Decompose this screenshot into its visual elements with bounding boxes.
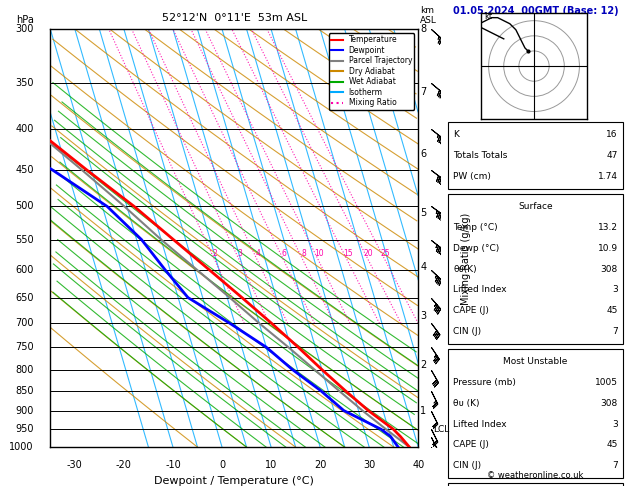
Text: 850: 850	[15, 386, 34, 396]
Text: 6: 6	[282, 249, 286, 258]
Text: LCL: LCL	[433, 425, 449, 434]
Text: 400: 400	[15, 124, 34, 134]
Text: 1: 1	[420, 405, 426, 416]
Text: 350: 350	[15, 78, 34, 87]
Text: 450: 450	[15, 165, 34, 175]
Text: 1000: 1000	[9, 442, 34, 452]
Text: 25: 25	[381, 249, 391, 258]
Text: 8: 8	[420, 24, 426, 34]
Text: θᴜ(K): θᴜ(K)	[454, 264, 477, 274]
Text: CIN (J): CIN (J)	[454, 461, 482, 470]
Text: Lifted Index: Lifted Index	[454, 419, 507, 429]
Text: 700: 700	[15, 318, 34, 329]
Text: 4: 4	[255, 249, 260, 258]
Text: 550: 550	[15, 235, 34, 244]
Text: 750: 750	[15, 342, 34, 352]
Text: Dewp (°C): Dewp (°C)	[454, 243, 499, 253]
Text: 47: 47	[606, 151, 618, 160]
Text: -10: -10	[165, 460, 181, 469]
Text: 13.2: 13.2	[598, 223, 618, 232]
Text: Temp (°C): Temp (°C)	[454, 223, 498, 232]
Text: Lifted Index: Lifted Index	[454, 285, 507, 295]
Text: 8: 8	[301, 249, 306, 258]
Text: 45: 45	[606, 306, 618, 315]
Text: 15: 15	[343, 249, 352, 258]
Text: Pressure (mb): Pressure (mb)	[454, 378, 516, 387]
Text: 6: 6	[420, 149, 426, 159]
Text: 2: 2	[213, 249, 218, 258]
Text: 3: 3	[420, 311, 426, 321]
Text: 3: 3	[237, 249, 242, 258]
Text: 3: 3	[612, 419, 618, 429]
Text: CIN (J): CIN (J)	[454, 327, 482, 336]
Bar	[448, 194, 623, 344]
Text: 7: 7	[612, 327, 618, 336]
Text: 4: 4	[420, 262, 426, 272]
Bar	[448, 122, 623, 189]
Text: 01.05.2024  00GMT (Base: 12): 01.05.2024 00GMT (Base: 12)	[453, 6, 618, 16]
Text: kt: kt	[484, 12, 493, 21]
Text: Dewpoint / Temperature (°C): Dewpoint / Temperature (°C)	[154, 476, 314, 486]
Text: 16: 16	[606, 130, 618, 139]
Text: -20: -20	[116, 460, 132, 469]
Bar	[448, 349, 623, 478]
Text: Mixing Ratio (g/kg): Mixing Ratio (g/kg)	[461, 213, 471, 305]
Text: 20: 20	[364, 249, 374, 258]
Text: hPa: hPa	[16, 15, 34, 25]
Text: 2: 2	[420, 360, 426, 370]
Text: 10.9: 10.9	[598, 243, 618, 253]
Text: km
ASL: km ASL	[420, 5, 437, 25]
Text: -30: -30	[67, 460, 83, 469]
Text: CAPE (J): CAPE (J)	[454, 306, 489, 315]
Text: 40: 40	[412, 460, 425, 469]
Text: 30: 30	[363, 460, 376, 469]
Text: 7: 7	[612, 461, 618, 470]
Text: 300: 300	[15, 24, 34, 34]
Text: 10: 10	[314, 249, 324, 258]
Text: 308: 308	[601, 264, 618, 274]
Text: 900: 900	[15, 405, 34, 416]
Text: 1005: 1005	[595, 378, 618, 387]
Text: 1.74: 1.74	[598, 172, 618, 181]
Text: 950: 950	[15, 424, 34, 434]
Text: 45: 45	[606, 440, 618, 450]
Text: 0: 0	[219, 460, 225, 469]
Legend: Temperature, Dewpoint, Parcel Trajectory, Dry Adiabat, Wet Adiabat, Isotherm, Mi: Temperature, Dewpoint, Parcel Trajectory…	[329, 33, 415, 110]
Text: 308: 308	[601, 399, 618, 408]
Text: 7: 7	[420, 87, 426, 98]
Text: 500: 500	[15, 202, 34, 211]
Text: θᴜ (K): θᴜ (K)	[454, 399, 480, 408]
Text: 5: 5	[420, 208, 426, 218]
Text: © weatheronline.co.uk: © weatheronline.co.uk	[487, 471, 584, 480]
Text: K: K	[454, 130, 459, 139]
Text: Surface: Surface	[518, 202, 553, 211]
Text: 52°12'N  0°11'E  53m ASL: 52°12'N 0°11'E 53m ASL	[162, 13, 307, 23]
Text: CAPE (J): CAPE (J)	[454, 440, 489, 450]
Text: 600: 600	[15, 265, 34, 275]
Text: 800: 800	[15, 364, 34, 375]
Text: 20: 20	[314, 460, 326, 469]
Text: 650: 650	[15, 293, 34, 303]
Bar	[448, 483, 623, 486]
Text: 10: 10	[265, 460, 277, 469]
Text: PW (cm): PW (cm)	[454, 172, 491, 181]
Text: Most Unstable: Most Unstable	[503, 357, 568, 366]
Text: 3: 3	[612, 285, 618, 295]
Text: Totals Totals: Totals Totals	[454, 151, 508, 160]
